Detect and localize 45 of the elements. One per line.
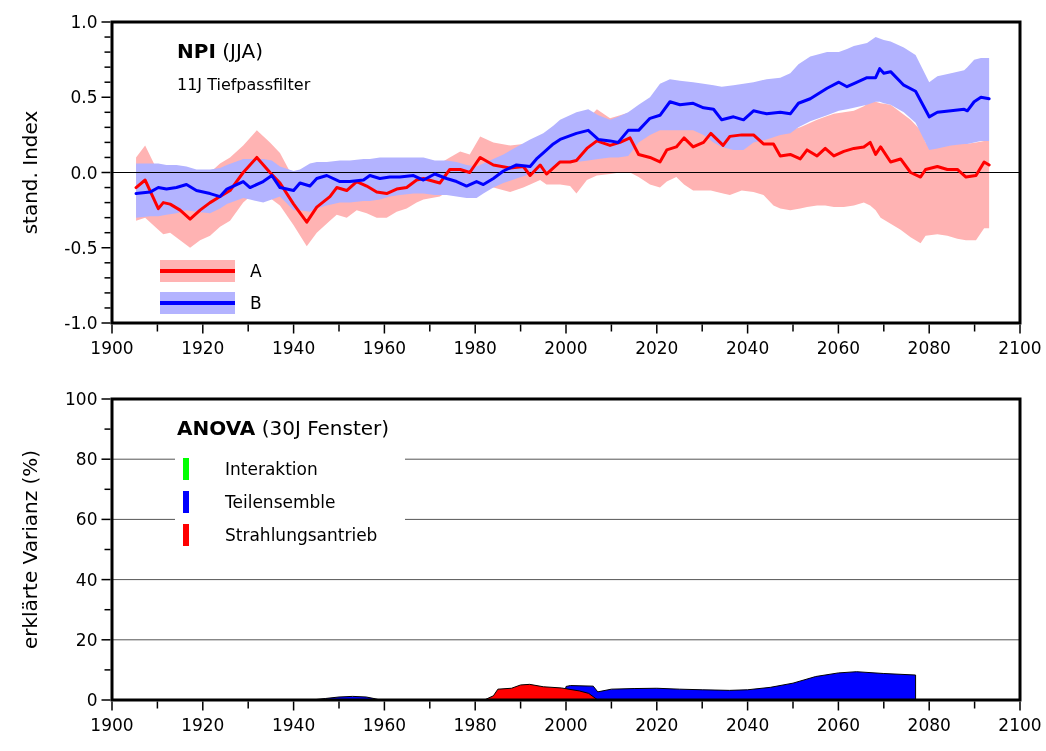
- x-tick-label: 1920: [181, 714, 225, 735]
- text: NPI (JJA): [177, 39, 263, 63]
- y-tick-label: -0.5: [64, 237, 98, 258]
- y-tick-label: 40: [75, 569, 98, 590]
- x-tick-label: 2100: [998, 714, 1042, 735]
- y-tick-label: 100: [65, 389, 98, 409]
- y-tick-label: 0: [86, 690, 98, 710]
- line-series: [134, 131, 991, 224]
- x-tick-label: 1960: [362, 714, 407, 735]
- x-tick-label: 1900: [90, 714, 134, 735]
- legend-label: Strahlungsantrieb: [225, 525, 378, 545]
- x-tick-label: 2000: [544, 337, 588, 358]
- x-tick-label: 2080: [907, 337, 951, 358]
- y-tick-label: -1.0: [64, 313, 98, 333]
- x-tick-label: 2100: [998, 337, 1042, 358]
- y-tick-label: 60: [75, 509, 98, 530]
- x-tick-label: 1920: [181, 337, 225, 358]
- legend-label: A: [250, 261, 262, 281]
- y-axis-title: stand. Index: [18, 110, 42, 235]
- y-tick-label: 0.5: [70, 87, 98, 108]
- legend-label: Teilensemble: [224, 492, 336, 512]
- line-series: [134, 67, 991, 199]
- y-tick-label: 1.0: [70, 12, 98, 32]
- legend-label: B: [250, 293, 262, 313]
- x-tick-label: 2040: [725, 714, 770, 735]
- legend-label: Interaktion: [225, 459, 318, 479]
- text: ANOVA (30J Fenster): [177, 416, 390, 440]
- x-tick-label: 2020: [635, 337, 679, 358]
- x-tick-label: 2020: [635, 714, 679, 735]
- y-axis-title: erklärte Varianz (%): [18, 449, 42, 650]
- x-tick-label: 1940: [271, 337, 316, 358]
- x-tick-label: 2060: [816, 337, 861, 358]
- x-tick-label: 2080: [907, 714, 951, 735]
- x-tick-label: 1960: [362, 337, 407, 358]
- x-tick-label: 2000: [544, 714, 588, 735]
- x-tick-label: 1980: [453, 337, 497, 358]
- x-tick-label: 1900: [90, 337, 134, 358]
- x-tick-label: 2060: [816, 714, 861, 735]
- x-tick-label: 1940: [271, 714, 316, 735]
- x-tick-label: 2040: [725, 337, 770, 358]
- y-tick-label: 20: [75, 629, 98, 650]
- y-tick-label: 80: [75, 449, 98, 470]
- text: 11J Tiefpassfilter: [177, 75, 311, 94]
- x-tick-label: 1980: [453, 714, 497, 735]
- y-tick-label: 0.0: [70, 162, 98, 183]
